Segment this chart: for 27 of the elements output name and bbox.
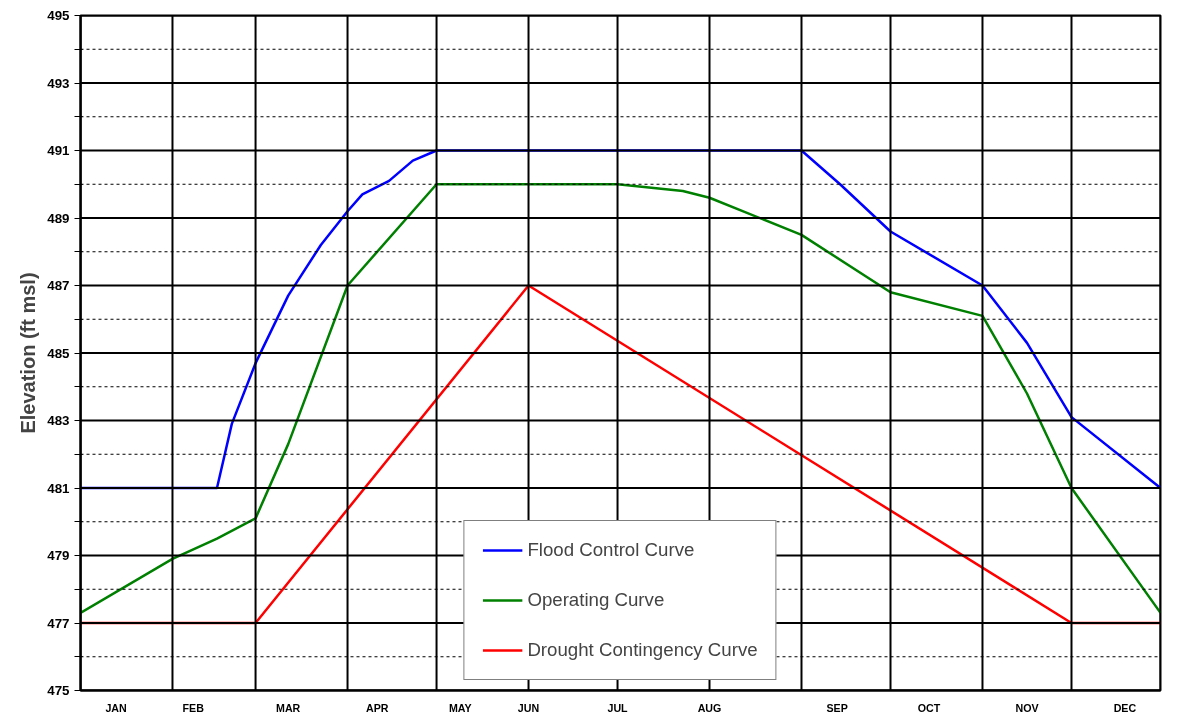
x-tick-label: MAY (448, 701, 472, 714)
y-tick-label: 491 (47, 143, 71, 158)
x-tick-label: JUN (517, 701, 540, 714)
x-tick-label: JUL (607, 701, 629, 714)
x-tick-label: NOV (1015, 701, 1040, 714)
y-tick-label: 495 (47, 8, 71, 23)
x-tick-label: FEB (182, 701, 205, 714)
x-tick-label: AUG (697, 701, 722, 714)
x-tick-label: JAN (105, 701, 127, 714)
y-tick-label: 487 (47, 278, 70, 293)
y-tick-label: 489 (47, 210, 70, 226)
y-tick-label: 479 (47, 548, 70, 563)
x-tick-label: DEC (1113, 701, 1137, 714)
legend-label: Operating Curve (527, 589, 665, 611)
y-axis-title: Elevation (ft msl) (17, 272, 40, 434)
y-tick-label: 493 (47, 75, 70, 91)
legend-label: Drought Contingency Curve (527, 639, 758, 661)
y-tick-label: 481 (47, 480, 71, 496)
x-tick-label: APR (365, 701, 389, 714)
y-tick-label: 483 (47, 413, 70, 428)
x-tick-label: OCT (917, 701, 941, 714)
x-tick-label: SEP (826, 701, 848, 714)
x-tick-label: MAR (276, 701, 301, 714)
y-tick-label: 485 (47, 345, 71, 361)
y-tick-label: 475 (47, 683, 71, 698)
y-tick-label: 477 (47, 615, 70, 631)
legend-label: Flood Control Curve (527, 539, 695, 561)
